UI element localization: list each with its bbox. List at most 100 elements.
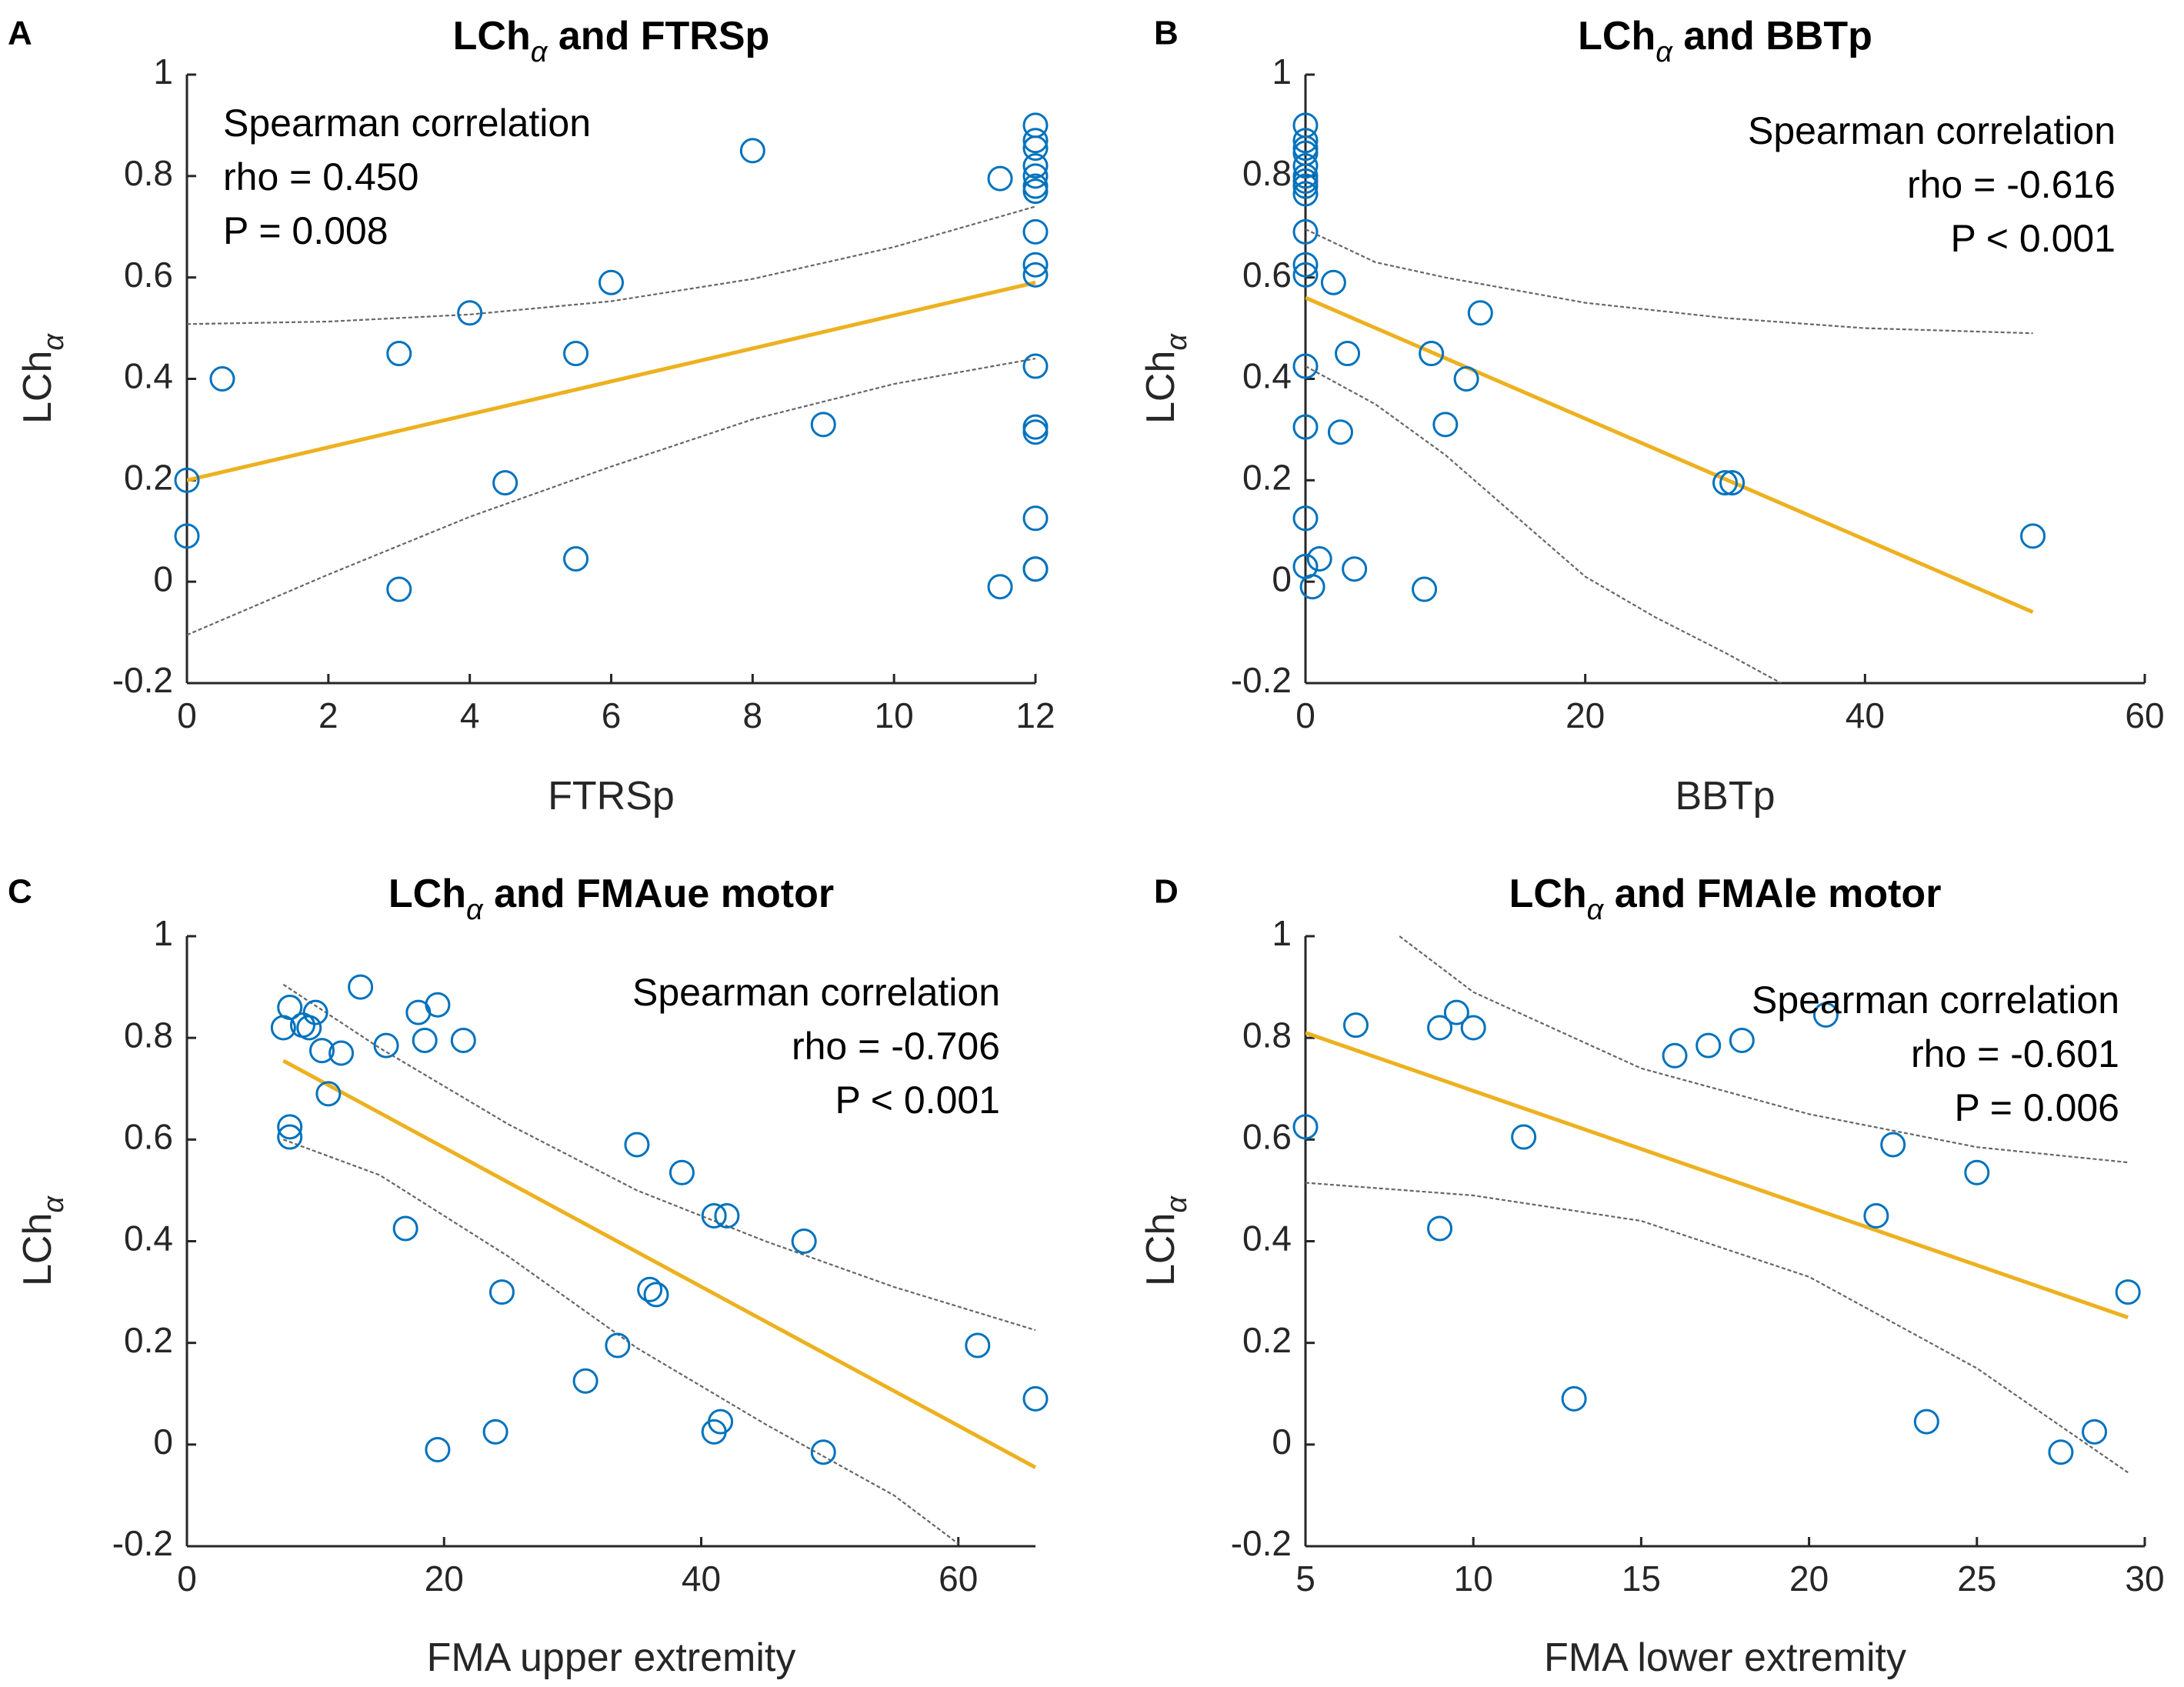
data-point bbox=[791, 1229, 817, 1254]
y-tick-label: 0 bbox=[153, 1422, 173, 1462]
data-point bbox=[810, 412, 836, 438]
data-point bbox=[1292, 181, 1319, 207]
data-point bbox=[412, 1027, 438, 1053]
y-tick-label: 0.8 bbox=[124, 1015, 173, 1055]
title-rest: and BBTp bbox=[1672, 14, 1872, 58]
x-axis-label: FTRSp bbox=[548, 774, 675, 818]
data-point bbox=[1342, 1012, 1369, 1039]
data-point bbox=[1292, 505, 1319, 532]
data-point bbox=[2020, 523, 2046, 549]
annotation-line: Spearman correlation bbox=[223, 102, 591, 145]
annotation-line: P = 0.006 bbox=[1954, 1086, 2119, 1129]
data-point bbox=[482, 1419, 508, 1445]
title-main: LCh bbox=[388, 872, 466, 916]
data-point bbox=[637, 1276, 663, 1302]
data-point bbox=[1342, 556, 1368, 582]
data-point bbox=[1022, 353, 1049, 379]
data-point bbox=[308, 1038, 335, 1064]
ci-lower-line bbox=[1305, 365, 1782, 683]
data-point bbox=[302, 999, 328, 1025]
ci-upper-line bbox=[1305, 228, 2033, 335]
data-point bbox=[1022, 252, 1049, 278]
data-point bbox=[328, 1040, 355, 1066]
data-point bbox=[2115, 1279, 2141, 1305]
x-tick-label: 8 bbox=[743, 695, 763, 735]
data-point bbox=[492, 470, 518, 496]
data-point bbox=[1022, 556, 1049, 582]
data-point bbox=[1863, 1202, 1889, 1229]
x-tick-label: 0 bbox=[177, 695, 197, 735]
data-point bbox=[965, 1332, 991, 1359]
data-point bbox=[1022, 419, 1049, 445]
annotation-line: Spearman correlation bbox=[632, 971, 1000, 1014]
ci-lower-line bbox=[187, 358, 1036, 636]
annotation-line: Spearman correlation bbox=[1748, 109, 2116, 152]
data-point bbox=[457, 300, 483, 326]
x-tick-label: 30 bbox=[2125, 1559, 2164, 1599]
data-point bbox=[987, 165, 1013, 192]
plot-area bbox=[1305, 228, 2034, 683]
y-label-main: LCh bbox=[15, 351, 60, 424]
data-point bbox=[714, 1202, 740, 1229]
plot-area bbox=[187, 205, 1036, 636]
data-point bbox=[1022, 128, 1049, 154]
data-point bbox=[1696, 1032, 1722, 1059]
x-tick-label: 10 bbox=[875, 695, 914, 735]
y-tick-label: -0.2 bbox=[112, 660, 173, 700]
panel-letter: D bbox=[1154, 873, 1179, 911]
chart-title: LChα and BBTp bbox=[1578, 14, 1872, 68]
title-main: LCh bbox=[1509, 872, 1587, 916]
y-tick-label: 1 bbox=[1272, 52, 1292, 92]
data-point bbox=[739, 138, 765, 164]
data-point bbox=[277, 995, 303, 1021]
x-tick-label: 20 bbox=[425, 1559, 464, 1599]
x-tick-label: 25 bbox=[1957, 1559, 1996, 1599]
y-tick-label: 0.6 bbox=[1242, 255, 1292, 295]
y-tick-label: 0.4 bbox=[1242, 1219, 1292, 1259]
title-main: LCh bbox=[1578, 14, 1656, 58]
data-point bbox=[277, 1124, 303, 1150]
data-point bbox=[1460, 1015, 1486, 1041]
annotation-line: P < 0.001 bbox=[1950, 217, 2116, 260]
annotation-line: rho = -0.601 bbox=[1911, 1032, 2119, 1075]
ci-upper-line bbox=[1399, 935, 2129, 1164]
data-point bbox=[708, 1409, 734, 1435]
data-point bbox=[1320, 269, 1346, 295]
data-point bbox=[1432, 412, 1459, 438]
data-point bbox=[810, 1439, 836, 1465]
data-point bbox=[1022, 1385, 1049, 1412]
x-tick-label: 60 bbox=[939, 1559, 978, 1599]
data-point bbox=[1022, 163, 1049, 189]
x-tick-label: 10 bbox=[1454, 1559, 1493, 1599]
x-tick-label: 20 bbox=[1565, 695, 1605, 735]
data-point bbox=[643, 1282, 669, 1308]
data-point bbox=[386, 576, 412, 602]
title-subscript: α bbox=[1656, 36, 1673, 68]
data-point bbox=[1022, 262, 1049, 288]
x-axis-label: FMA upper extremity bbox=[427, 1635, 796, 1680]
data-point bbox=[1511, 1124, 1537, 1150]
y-label-subscript: α bbox=[38, 1195, 70, 1213]
data-point bbox=[1812, 1002, 1839, 1028]
data-point bbox=[425, 992, 451, 1018]
x-tick-label: 40 bbox=[682, 1559, 721, 1599]
data-point bbox=[450, 1027, 476, 1053]
y-tick-label: 0 bbox=[1272, 1422, 1292, 1462]
data-point bbox=[1662, 1042, 1688, 1069]
y-tick-label: 0.4 bbox=[124, 1219, 173, 1259]
data-point bbox=[1467, 300, 1493, 326]
data-point bbox=[386, 341, 412, 367]
panel-letter: A bbox=[8, 15, 32, 52]
data-point bbox=[563, 341, 589, 367]
y-tick-label: -0.2 bbox=[112, 1523, 173, 1563]
x-tick-label: 4 bbox=[460, 695, 480, 735]
data-point bbox=[1335, 341, 1361, 367]
y-axis-label: LChα bbox=[15, 333, 70, 424]
annotation-line: rho = -0.706 bbox=[792, 1025, 1000, 1068]
data-point bbox=[1022, 414, 1049, 440]
data-point bbox=[1292, 173, 1319, 199]
ci-upper-line bbox=[187, 205, 1036, 325]
